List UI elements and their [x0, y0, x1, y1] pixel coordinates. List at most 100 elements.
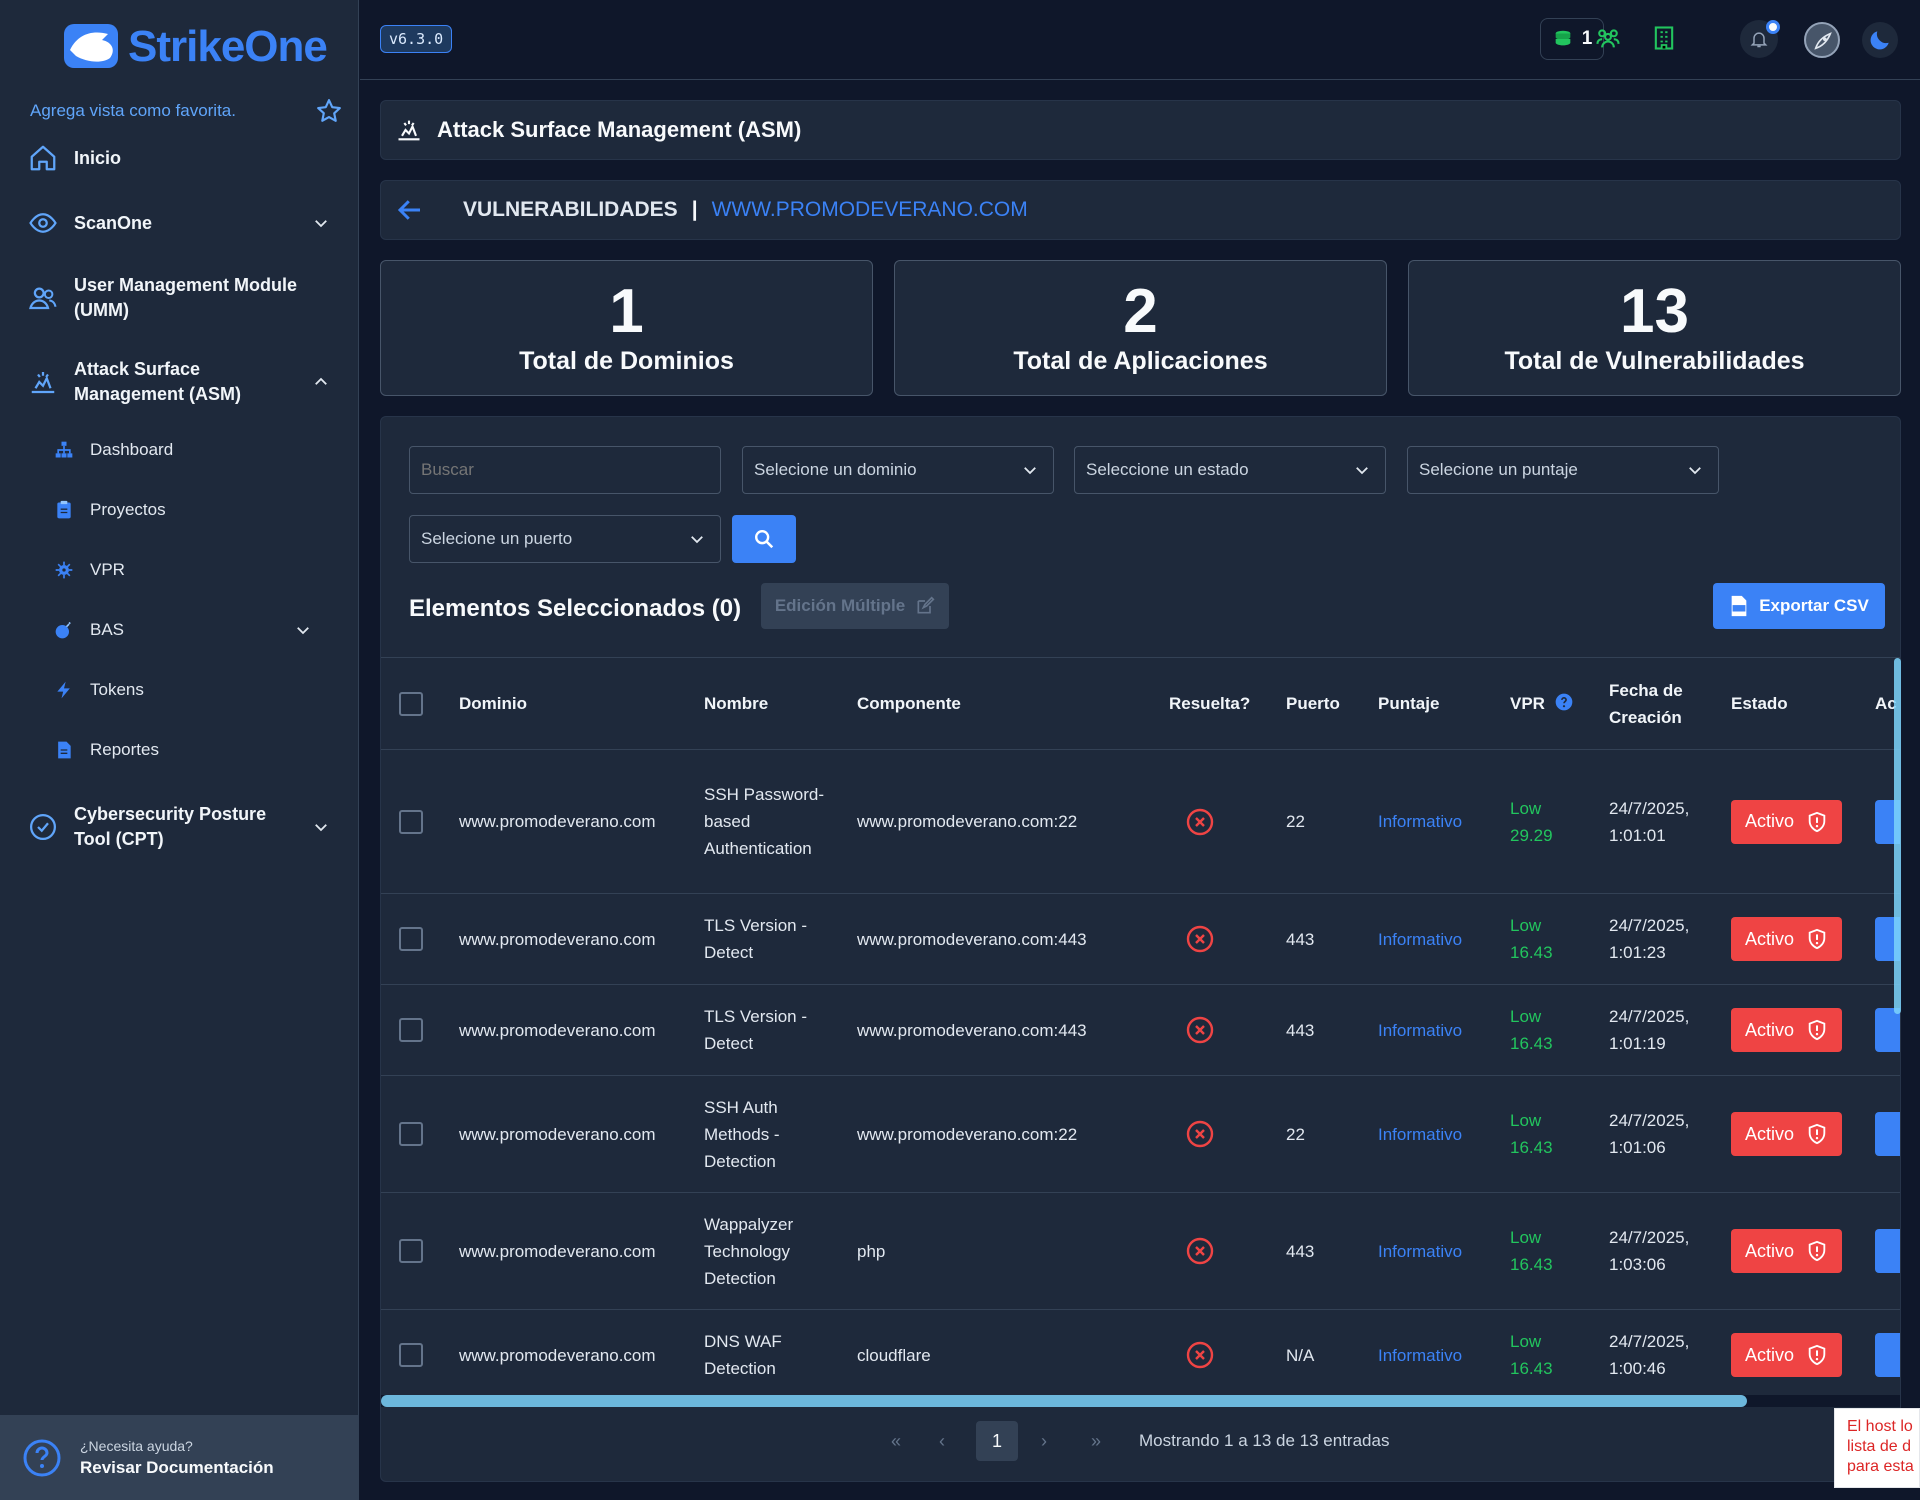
- row-checkbox[interactable]: [399, 1018, 423, 1042]
- credits-button[interactable]: 1: [1540, 18, 1604, 60]
- help-link[interactable]: Revisar Documentación: [80, 1457, 274, 1477]
- row-checkbox[interactable]: [399, 927, 423, 951]
- clipboard-icon: [57, 500, 71, 519]
- status-label: Activo: [1745, 811, 1795, 831]
- domain-select[interactable]: Selecione un dominio: [742, 446, 1054, 494]
- search-input[interactable]: [409, 446, 721, 494]
- version-badge: v6.3.0: [380, 25, 453, 53]
- status-badge[interactable]: Activo: [1731, 917, 1843, 961]
- sidebar-subitem-reportes[interactable]: Reportes: [54, 740, 304, 760]
- prev-page-button[interactable]: ‹: [939, 1430, 945, 1451]
- cell-component: www.promodeverano.com:22: [849, 1075, 1161, 1193]
- cell-domain: www.promodeverano.com: [451, 893, 696, 985]
- column-header[interactable]: Fecha de Creación: [1609, 680, 1683, 727]
- cell-domain: www.promodeverano.com: [451, 749, 696, 894]
- score-select[interactable]: Selecione un puntaje: [1407, 446, 1719, 494]
- export-csv-button[interactable]: Exportar CSV: [1713, 583, 1885, 629]
- column-header[interactable]: Dominio: [459, 694, 527, 713]
- help-documentation[interactable]: ¿Necesita ayuda? Revisar Documentación: [0, 1415, 359, 1500]
- row-checkbox[interactable]: [399, 1239, 423, 1263]
- last-page-button[interactable]: »: [1090, 1430, 1101, 1451]
- status-label: Activo: [1745, 928, 1795, 949]
- status-badge[interactable]: Activo: [1731, 1333, 1843, 1377]
- page-number-button[interactable]: 1: [976, 1421, 1018, 1461]
- sidebar-subitem-label: Proyectos: [90, 500, 166, 519]
- action-button[interactable]: [1875, 1112, 1900, 1156]
- column-header[interactable]: Puntaje: [1378, 694, 1440, 713]
- chevron-down-icon: [315, 824, 327, 832]
- sidebar-item-scanone[interactable]: ScanOne: [28, 208, 338, 238]
- status-badge[interactable]: Activo: [1731, 1229, 1843, 1273]
- select-all-checkbox[interactable]: [399, 691, 423, 716]
- star-icon[interactable]: [316, 98, 342, 124]
- help-circle-icon[interactable]: [1554, 692, 1574, 712]
- building-icon[interactable]: [1650, 24, 1678, 52]
- sidebar-subitem-bas[interactable]: BAS: [54, 620, 309, 640]
- port-select-value: Selecione un puerto: [421, 529, 573, 548]
- brand-logo[interactable]: StrikeOne: [62, 20, 328, 74]
- csv-file-icon: [1731, 595, 1747, 617]
- scrollbar-thumb[interactable]: [381, 1395, 1747, 1407]
- created-time: 1:00:46: [1609, 1359, 1666, 1378]
- status-select[interactable]: Seleccione un estado: [1074, 446, 1386, 494]
- sidebar-item-cpt[interactable]: Cybersecurity Posture Tool (CPT): [28, 802, 338, 852]
- multi-edit-button[interactable]: Edición Múltiple: [761, 583, 949, 629]
- multi-edit-label: Edición Múltiple: [774, 596, 906, 615]
- team-icon[interactable]: [1594, 24, 1622, 52]
- status-badge[interactable]: Activo: [1731, 1008, 1843, 1052]
- avatar[interactable]: [1804, 22, 1840, 58]
- column-header[interactable]: Nombre: [704, 694, 769, 713]
- created-time: 1:01:19: [1609, 1034, 1666, 1053]
- row-checkbox[interactable]: [399, 809, 423, 834]
- port-select[interactable]: Selecione un puerto: [409, 515, 721, 563]
- row-checkbox[interactable]: [399, 1122, 423, 1146]
- action-button[interactable]: [1875, 1333, 1900, 1377]
- cell-name: TLS Version - Detect: [696, 984, 849, 1076]
- vertical-scrollbar[interactable]: [1894, 658, 1901, 1014]
- sidebar-item-inicio[interactable]: Inicio: [28, 143, 338, 173]
- next-page-button[interactable]: ›: [1041, 1430, 1047, 1451]
- column-header[interactable]: Ac: [1875, 694, 1897, 713]
- action-button[interactable]: [1875, 1229, 1900, 1273]
- column-header[interactable]: Puerto: [1286, 694, 1340, 713]
- sidebar-subitem-dashboard[interactable]: Dashboard: [54, 440, 304, 460]
- sidebar-subitem-vpr[interactable]: VPR: [54, 560, 304, 580]
- breadcrumb-section: VULNERABILIDADES: [463, 198, 678, 221]
- search-button[interactable]: [732, 515, 796, 563]
- chevron-down-icon: [1356, 467, 1368, 475]
- arrow-left-icon[interactable]: [395, 195, 425, 225]
- table-row[interactable]: www.promodeverano.com Wappalyzer Technolo…: [381, 1192, 1900, 1310]
- vpr-level: Low: [1510, 916, 1542, 935]
- credits-count: 1: [1581, 28, 1593, 49]
- sidebar-item-asm[interactable]: Attack Surface Management (ASM): [28, 357, 338, 407]
- sidebar-item-label: Cybersecurity Posture Tool (CPT): [74, 804, 267, 849]
- table-row[interactable]: www.promodeverano.com TLS Version - Detec…: [381, 984, 1900, 1076]
- table-row[interactable]: www.promodeverano.com DNS WAF Detection cl…: [381, 1309, 1900, 1401]
- column-header[interactable]: Componente: [857, 694, 961, 713]
- column-header[interactable]: Estado: [1731, 694, 1788, 713]
- sidebar-subitem-tokens[interactable]: Tokens: [54, 680, 304, 700]
- column-header[interactable]: Resuelta?: [1169, 694, 1251, 713]
- table-row[interactable]: www.promodeverano.com SSH Auth Methods - …: [381, 1075, 1900, 1193]
- x-circle-icon: [1186, 1120, 1214, 1148]
- horizontal-scrollbar[interactable]: [381, 1395, 1900, 1407]
- theme-toggle-button[interactable]: [1862, 22, 1898, 58]
- row-checkbox[interactable]: [399, 1343, 423, 1367]
- sidebar-item-umm[interactable]: User Management Module (UMM): [28, 273, 338, 323]
- shield-alert-icon: [1808, 1344, 1826, 1366]
- table-row[interactable]: www.promodeverano.com TLS Version - Detec…: [381, 893, 1900, 985]
- status-badge[interactable]: Activo: [1731, 1112, 1843, 1156]
- cell-port: 22: [1278, 1075, 1370, 1193]
- first-page-button[interactable]: «: [890, 1430, 901, 1451]
- table-row[interactable]: www.promodeverano.com SSH Password-based …: [381, 749, 1900, 894]
- coins-icon: [1555, 30, 1571, 46]
- cell-domain: www.promodeverano.com: [451, 1192, 696, 1310]
- action-button[interactable]: [1875, 1008, 1900, 1052]
- sidebar-subitem-proyectos[interactable]: Proyectos: [54, 500, 304, 520]
- chevron-down-icon: [691, 536, 703, 544]
- pagination-summary: Mostrando 1 a 13 de 13 entradas: [1139, 1431, 1390, 1450]
- breadcrumb-domain[interactable]: WWW.PROMODEVERANO.COM: [711, 198, 1028, 221]
- status-badge[interactable]: Activo: [1731, 799, 1843, 844]
- cell-score: Informativo: [1370, 1309, 1502, 1401]
- column-header-vpr[interactable]: VPR: [1502, 658, 1601, 750]
